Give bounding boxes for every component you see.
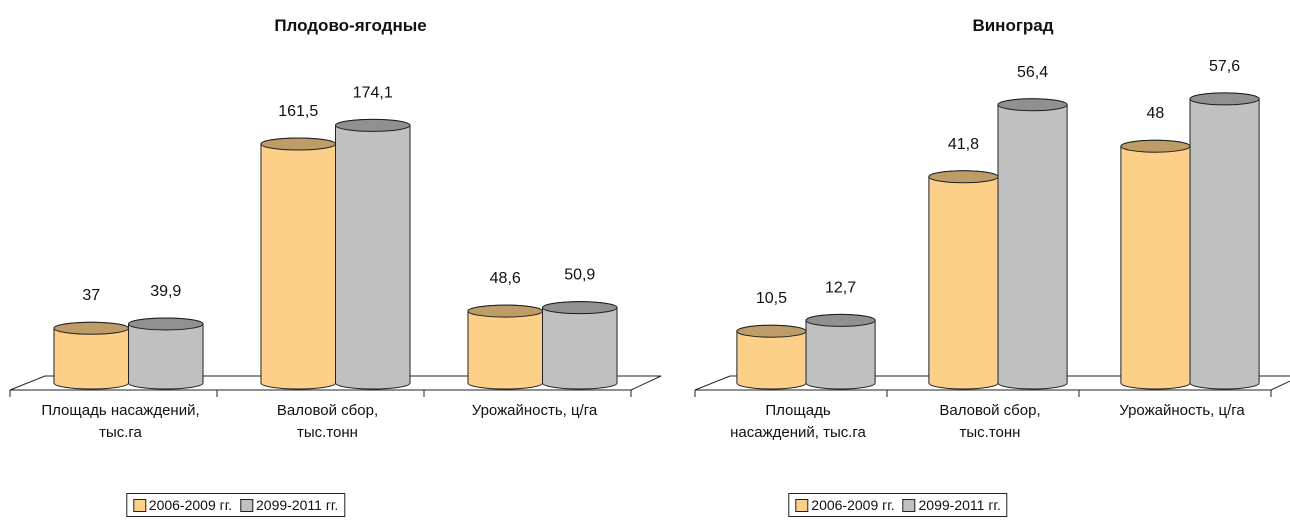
bar [928, 170, 999, 390]
bar-top-shade [467, 305, 543, 318]
legend-swatch [902, 498, 916, 512]
chart-title: Виноград [972, 16, 1054, 35]
bar [1189, 92, 1260, 390]
data-label: 37 [82, 287, 100, 304]
chart-title: Плодово-ягодные [274, 16, 427, 35]
data-label: 48,6 [490, 270, 521, 287]
legend-label: 2006-2009 гг. [148, 497, 233, 513]
legend-swatch [132, 498, 146, 512]
x-tick-label: Урожайность, ц/га [1119, 402, 1245, 419]
data-label: 174,1 [353, 84, 393, 101]
bar [997, 98, 1068, 390]
bar-top-shade [335, 119, 411, 132]
x-tick-label: Валовой сбор, тыс.тонн [939, 402, 1041, 441]
legend-label: 2006-2009 гг. [811, 497, 895, 513]
legend-label: 2099-2011 гг. [918, 497, 1001, 513]
x-tick-label: Площадь насаждений, тыс.га [41, 402, 200, 441]
bar-top [128, 317, 204, 331]
legend-swatch [240, 498, 254, 512]
bar-top-shade [736, 325, 806, 338]
data-label: 12,7 [825, 279, 856, 296]
bar [542, 301, 618, 390]
legend-item: 2006-2009 гг. [132, 497, 233, 513]
x-tick-label: Урожайность, ц/га [471, 402, 598, 419]
bar [335, 118, 411, 390]
legend-item: 2099-2011 гг. [240, 497, 338, 513]
bar [1120, 139, 1191, 390]
bar-top-shade [260, 137, 336, 150]
bar-top-shade [928, 170, 998, 183]
bar-top [335, 118, 411, 132]
data-label: 39,9 [150, 283, 181, 300]
bar-top [997, 98, 1068, 112]
data-label: 41,8 [948, 136, 979, 153]
data-label: 57,6 [1209, 58, 1240, 75]
x-tick-label: Площадь насаждений, тыс.га [730, 402, 866, 441]
legend-item: 2006-2009 гг. [795, 497, 895, 513]
bar-top-shade [53, 322, 129, 335]
legend: 2006-2009 гг. 2099-2011 гг. [788, 493, 1008, 517]
bar-top-shade [542, 301, 618, 314]
legend-item: 2099-2011 гг. [902, 497, 1001, 513]
data-label: 56,4 [1017, 64, 1048, 81]
data-label: 50,9 [564, 267, 595, 284]
bar-top [805, 313, 876, 327]
bar [467, 304, 543, 390]
bar-top-shade [128, 317, 204, 330]
bar-top [1189, 92, 1260, 106]
legend-swatch [795, 498, 809, 512]
legend: 2006-2009 гг. 2099-2011 гг. [125, 493, 346, 517]
data-label: 161,5 [278, 103, 318, 120]
bar-top [542, 301, 618, 315]
legend-label: 2099-2011 гг. [256, 497, 339, 513]
bar-top-shade [1190, 92, 1260, 105]
data-label: 48 [1147, 105, 1165, 122]
bar-top-shade [806, 314, 876, 327]
bar-top-shade [998, 98, 1068, 111]
data-label: 10,5 [756, 290, 787, 307]
bar [260, 137, 336, 390]
x-tick-label: Валовой сбор, тыс.тонн [276, 402, 379, 441]
bar-top-shade [1120, 140, 1190, 153]
